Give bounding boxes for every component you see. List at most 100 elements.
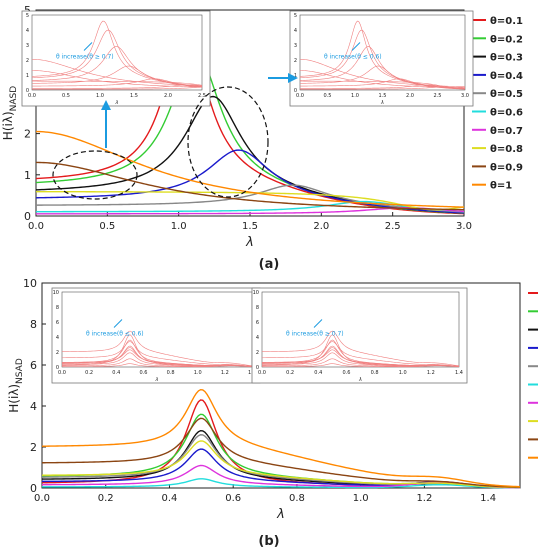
inset-y-tick-label: 1 (294, 73, 297, 79)
y-axis-label: H(iλ)NSAD (7, 358, 25, 413)
y-tick-label: 5 (24, 4, 31, 17)
inset-x-tick-label: 1.0 (96, 93, 104, 99)
inset-y-tick-label: 6 (256, 320, 259, 326)
inset-series-line (61, 341, 253, 367)
inset-frame (21, 10, 211, 107)
inset-x-tick-label: 0.0 (258, 370, 266, 376)
inset-x-tick-label: 0.2 (85, 370, 93, 376)
inset-x-tick-label: 0.8 (371, 370, 379, 376)
inset-arrow (351, 42, 361, 51)
inset-arrow (83, 42, 93, 51)
inset-frame (251, 287, 468, 384)
inset-y-tick-label: 4 (294, 28, 297, 34)
inset-series-line (261, 330, 460, 367)
inset-x-axis-label: λ (358, 377, 362, 383)
inset-y-tick-label: 10 (253, 290, 259, 296)
legend-label-3: θ=0.3 (490, 53, 523, 64)
plot-frame (41, 282, 521, 489)
inset-series-line (262, 363, 460, 368)
inset-y-tick-label: 5 (294, 13, 297, 19)
y-tick-label: 10 (23, 277, 37, 290)
inset-series-line (32, 84, 203, 89)
inset-series-line (31, 65, 203, 88)
inset-y-tick-label: 2 (256, 350, 259, 356)
panel-caption-b: (b) (258, 534, 279, 549)
inset-x-tick-label: 1.0 (399, 370, 407, 376)
series-line-5 (35, 184, 465, 213)
inset-series-line (32, 86, 203, 90)
inset-series-line (261, 341, 460, 367)
inset-y-tick-label: 2 (294, 58, 297, 64)
highlight-ellipse-left (52, 150, 138, 200)
series-line-3 (41, 429, 521, 489)
inset-x-tick-label: 0.6 (342, 370, 350, 376)
legend-label-2: θ=0.2 (490, 34, 523, 45)
series-line-6 (42, 478, 521, 489)
inset-x-tick-label: 0.4 (314, 370, 322, 376)
legend-label-9: θ=0.9 (490, 162, 523, 173)
inset-y-tick-label: 4 (26, 28, 29, 34)
inset-y-tick-label: 8 (256, 305, 259, 311)
legend-label-8: θ=0.8 (490, 144, 523, 155)
y-tick-label: 8 (30, 318, 37, 331)
x-axis-label: λ (276, 507, 285, 522)
inset-x-tick-label: 0.6 (139, 370, 147, 376)
inset-plot-frame (261, 291, 460, 368)
inset-x-tick-label: 1.5 (130, 93, 138, 99)
series-line-9 (35, 161, 465, 211)
series-line-8 (41, 440, 521, 489)
inset-arrow (113, 319, 123, 328)
inset-x-tick-label: 2.5 (198, 93, 206, 99)
x-tick-label: 2.5 (385, 221, 401, 232)
inset-x-tick-label: 2.5 (434, 93, 442, 99)
x-tick-label: 1.5 (242, 221, 258, 232)
inset-x-tick-label: 0.0 (296, 93, 304, 99)
inset-x-axis-label: λ (155, 377, 159, 383)
series-line-9 (41, 417, 521, 488)
inset-y-tick-label: 6 (56, 320, 59, 326)
series-line-7 (41, 464, 521, 489)
x-tick-label: 0.8 (289, 493, 305, 504)
callout-arrowhead-left (101, 100, 111, 110)
legend-label-4: θ=0.4 (490, 71, 523, 82)
inset-x-tick-label: 1.0 (194, 370, 202, 376)
inset-y-tick-label: 0 (256, 365, 259, 371)
inset-annotation: θ increase(θ ≥ 0.7) (286, 331, 344, 338)
inset-y-tick-label: 3 (294, 43, 297, 49)
x-tick-label: 1.0 (353, 493, 369, 504)
inset-series-line (31, 58, 203, 87)
y-tick-label: 1 (24, 169, 31, 182)
x-tick-label: 3.0 (456, 221, 472, 232)
inset-x-tick-label: 0.8 (167, 370, 175, 376)
inset-series-line (261, 349, 460, 367)
inset-x-tick-label: 3.0 (461, 93, 469, 99)
inset-y-tick-label: 0 (26, 88, 29, 94)
inset-frame (51, 287, 261, 384)
inset-y-tick-label: 3 (26, 43, 29, 49)
inset-x-tick-label: 0.2 (286, 370, 294, 376)
inset-series-line (62, 363, 253, 368)
inset-y-tick-label: 8 (56, 305, 59, 311)
inset-x-tick-label: 1.2 (427, 370, 435, 376)
inset-series-line (299, 78, 466, 89)
x-tick-label: 0.6 (225, 493, 241, 504)
y-axis-label-sub: NASD (9, 86, 19, 112)
inset-plot-frame (31, 14, 203, 91)
inset-x-tick-label: 0.5 (324, 93, 332, 99)
x-tick-label: 1.2 (416, 493, 432, 504)
panel-b: 0.0 0.2 0.4 0.6 0.8 1.0 1.2 1.4 0 2 4 6 8 10 λ H(iλ)NSA… (7, 277, 538, 549)
y-tick-label: 0 (24, 210, 31, 223)
y-tick-label: 6 (30, 359, 37, 372)
x-tick-label: 0.0 (34, 493, 50, 504)
inset-x-tick-label: 0.5 (62, 93, 70, 99)
series-line-10 (41, 388, 521, 488)
x-tick-label: 1.0 (171, 221, 187, 232)
inset-y-tick-label: 5 (26, 13, 29, 19)
x-tick-label: 0.4 (162, 493, 178, 504)
inset-x-tick-label: 1.5 (379, 93, 387, 99)
inset-y-tick-label: 2 (26, 58, 29, 64)
inset-annotation: θ increase(θ ≤ 0.6) (324, 54, 382, 61)
panel-caption-a: (a) (259, 257, 280, 272)
